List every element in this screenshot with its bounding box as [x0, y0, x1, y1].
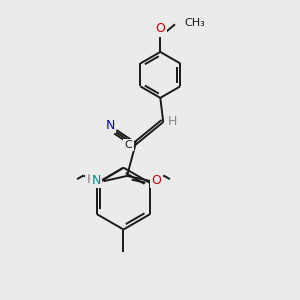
Text: H: H	[167, 115, 177, 128]
Text: CH₃: CH₃	[184, 18, 205, 28]
Text: O: O	[155, 22, 165, 35]
Text: N: N	[92, 174, 101, 187]
Text: N: N	[105, 119, 115, 132]
Text: O: O	[152, 174, 161, 187]
Text: C: C	[124, 140, 132, 150]
Text: H: H	[87, 173, 96, 186]
